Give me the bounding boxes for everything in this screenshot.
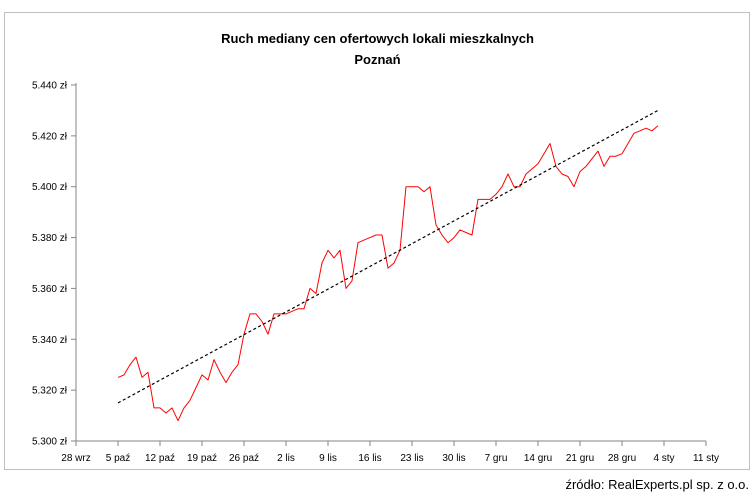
x-tick-label: 23 lis bbox=[400, 453, 423, 464]
x-tick-label: 21 gru bbox=[566, 453, 594, 464]
chart-subtitle: Poznań bbox=[354, 52, 401, 67]
y-tick-label: 5.340 zł bbox=[32, 335, 68, 346]
y-tick-label: 5.320 zł bbox=[32, 386, 68, 397]
chart-area bbox=[4, 12, 750, 470]
series-line bbox=[117, 125, 659, 422]
chart-title: Ruch mediany cen ofertowych lokali miesz… bbox=[221, 31, 534, 46]
x-tick-label: 4 sty bbox=[653, 453, 674, 464]
y-tick-label: 5.400 zł bbox=[32, 182, 68, 193]
y-tick-label: 5.420 zł bbox=[32, 131, 68, 142]
x-tick-label: 16 lis bbox=[358, 453, 381, 464]
x-tick-label: 14 gru bbox=[524, 453, 552, 464]
x-tick-label: 30 lis bbox=[442, 453, 465, 464]
trend-line bbox=[117, 109, 659, 404]
y-tick-label: 5.300 zł bbox=[32, 437, 68, 448]
x-tick-label: 12 paź bbox=[145, 453, 175, 464]
x-tick-label: 28 wrz bbox=[61, 453, 90, 464]
x-tick-label: 11 sty bbox=[693, 453, 719, 464]
x-tick-label: 9 lis bbox=[319, 453, 337, 464]
x-tick-label: 19 paź bbox=[187, 453, 217, 464]
x-tick-label: 2 lis bbox=[277, 453, 295, 464]
x-tick-label: 26 paź bbox=[229, 453, 259, 464]
y-tick-label: 5.360 zł bbox=[32, 284, 68, 295]
y-tick-label: 5.380 zł bbox=[32, 233, 68, 244]
source-note: źródło: RealExperts.pl sp. z o.o. bbox=[565, 477, 749, 492]
y-tick-label: 5.440 zł bbox=[32, 81, 68, 92]
x-tick-label: 5 paź bbox=[106, 453, 130, 464]
x-tick-label: 7 gru bbox=[485, 453, 508, 464]
x-tick-label: 28 gru bbox=[608, 453, 636, 464]
